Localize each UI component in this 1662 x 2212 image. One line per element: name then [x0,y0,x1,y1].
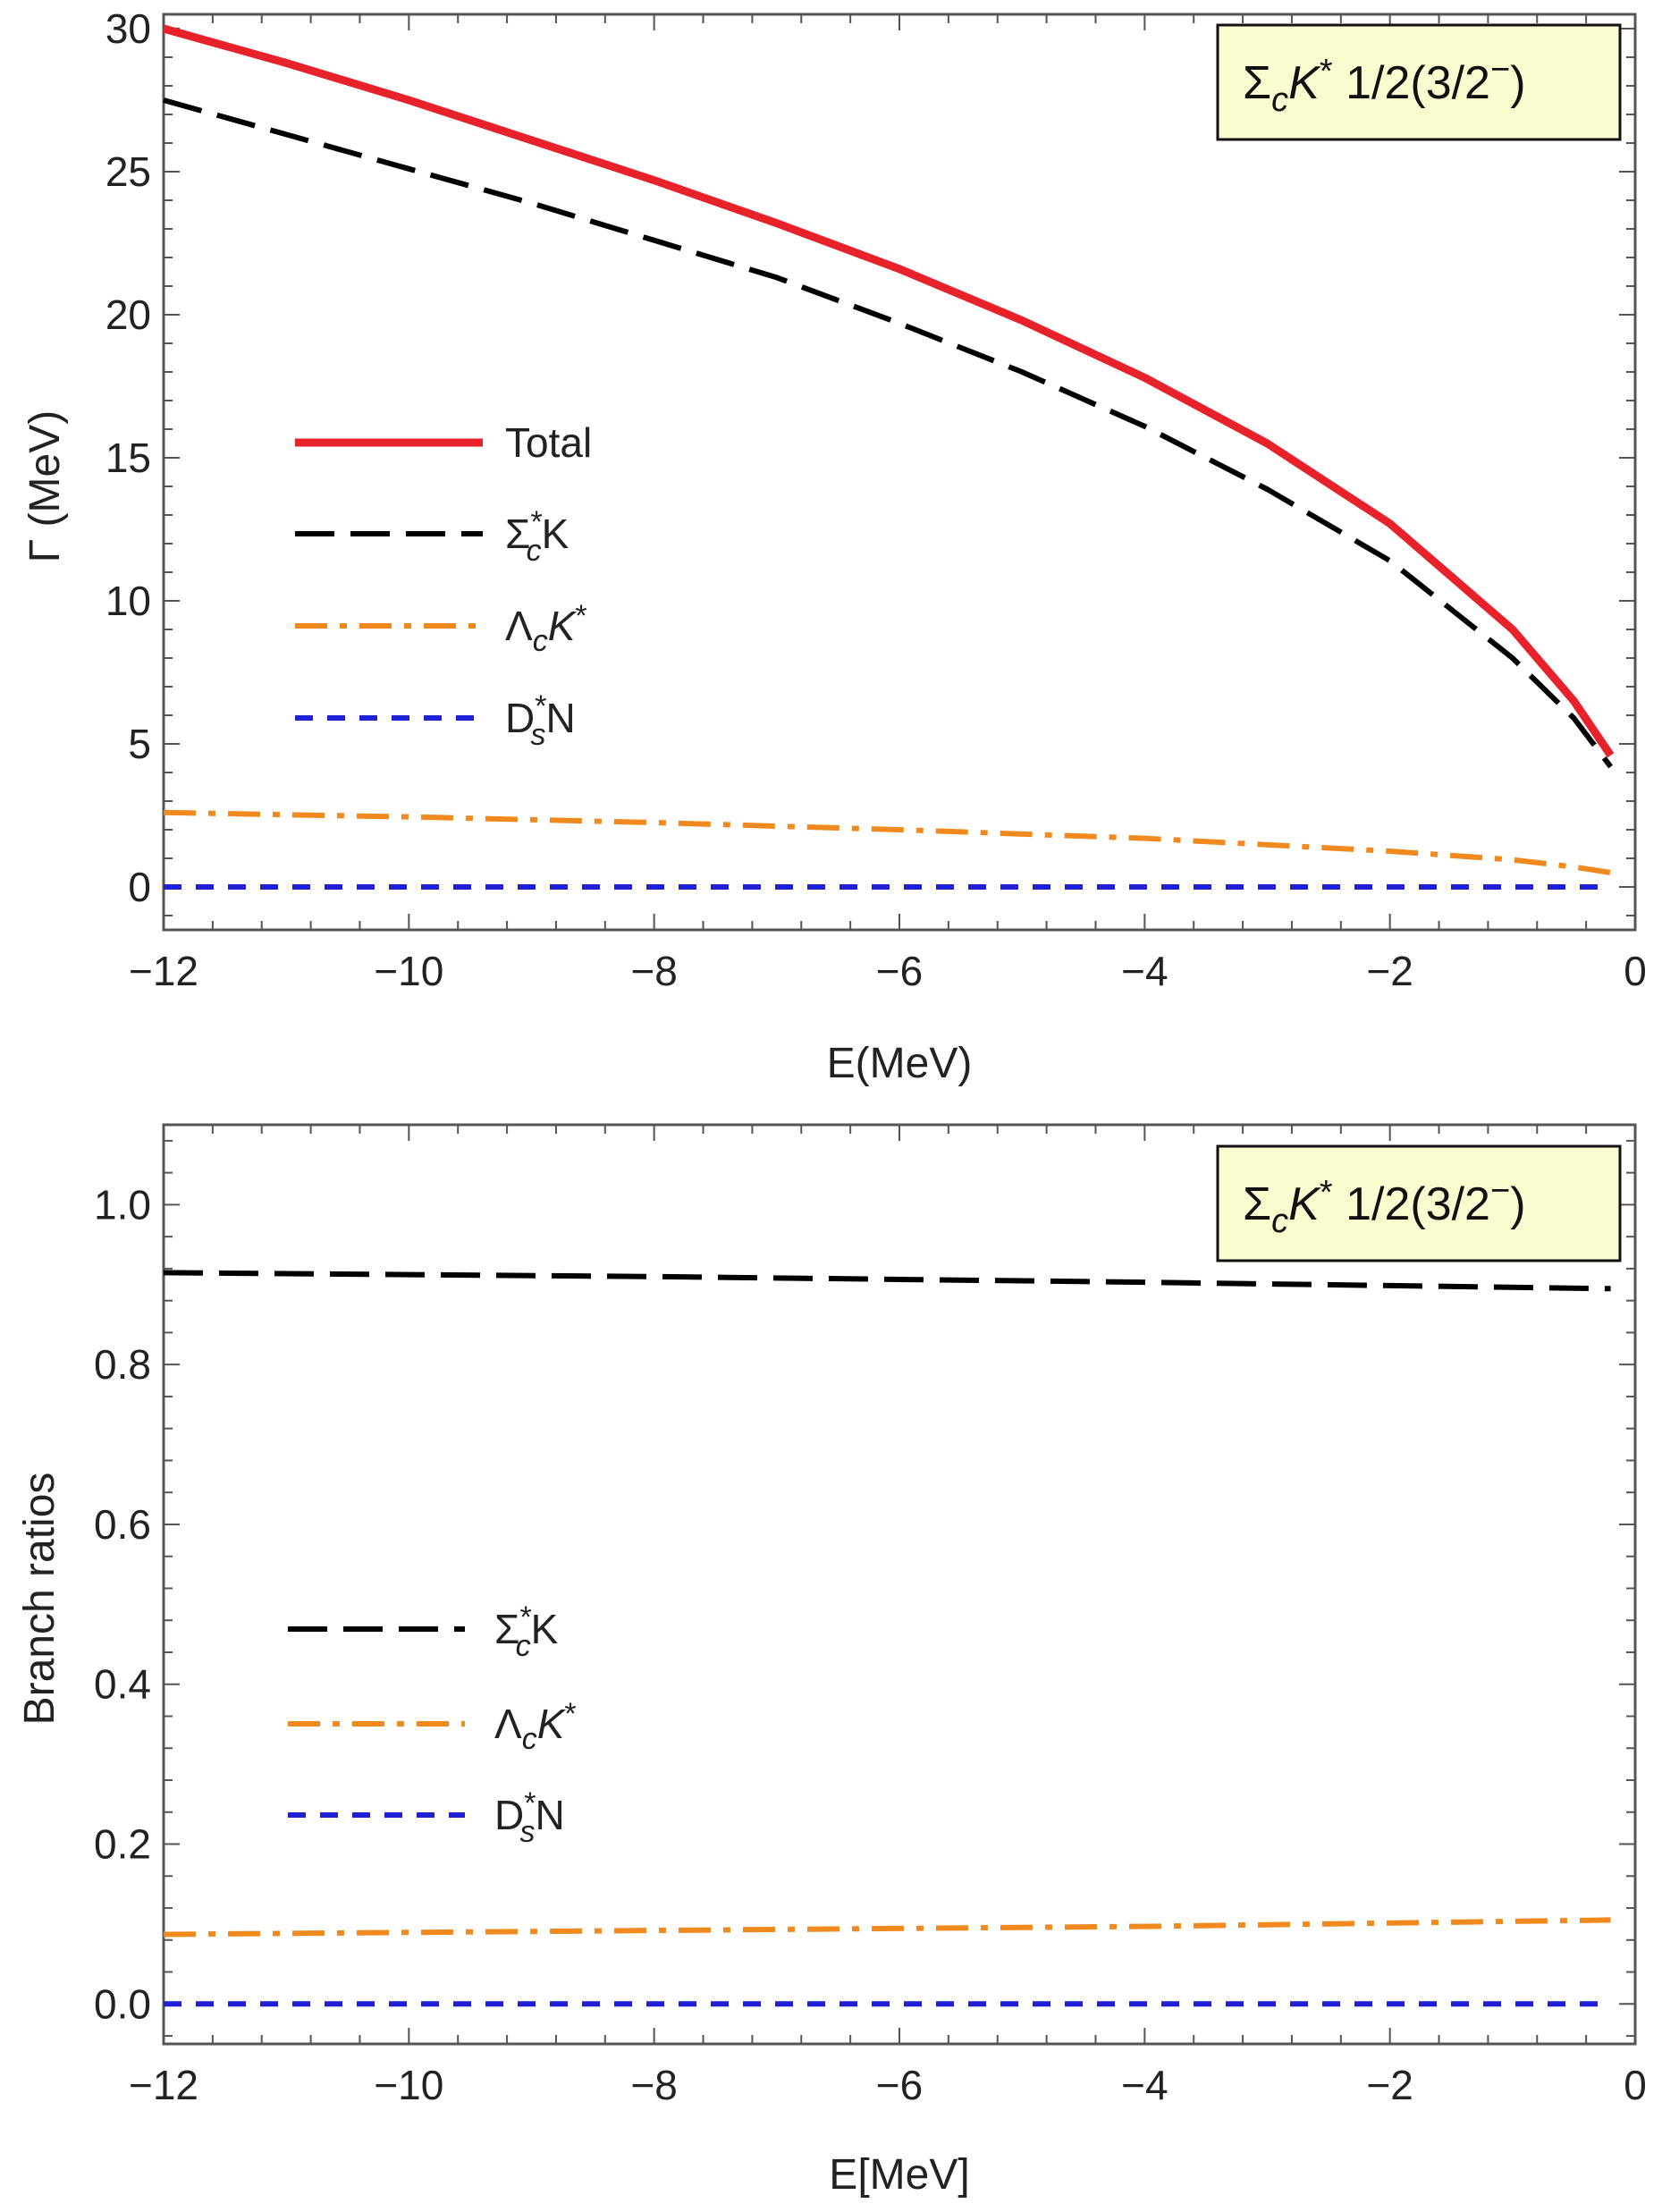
legend-label: Σ* cK [505,505,569,568]
y-axis-ticks: 0.0 0.2 0.4 0.6 0.8 1.0 [94,1139,1635,2038]
x-axis-title: E[MeV] [829,2151,969,2199]
x-tick-label: −8 [630,2062,677,2108]
plot-frame [162,1123,1637,2046]
x-axis-ticks: −12 −10 −8 −6 −4 −2 0 [129,14,1647,994]
state-label-box: ΣcK* 1/2(3/2−) [1216,23,1622,141]
y-tick-label: 1.0 [94,1181,151,1228]
x-tick-label: −10 [374,948,443,994]
state-label-text: ΣcK* 1/2(3/2−) [1243,1172,1526,1240]
x-tick-label: −12 [129,2062,198,2108]
legend-label: Σ* cK [494,1600,559,1663]
y-tick-label: 0.8 [94,1341,151,1388]
x-tick-label: −2 [1366,948,1413,994]
x-tick-label: 0 [1624,948,1647,994]
x-tick-label: −10 [374,2062,443,2108]
x-tick-label: −8 [630,948,677,994]
y-tick-label: 0.4 [94,1661,151,1708]
y-tick-label: 15 [105,435,151,481]
legend-label: ΛcK* [505,599,587,658]
x-tick-label: −12 [129,948,198,994]
legend-label: D* sN [494,1786,565,1849]
y-tick-label: 20 [105,291,151,338]
series-group [163,1270,1611,2007]
x-tick-label: −4 [1121,948,1168,994]
plot-frame [162,13,1637,932]
y-axis-title: Branch ratios [16,1473,63,1726]
state-label-box: ΣcK* 1/2(3/2−) [1216,1144,1622,1262]
y-tick-label: 0.2 [94,1821,151,1868]
y-axis-ticks: 0 5 10 15 20 25 30 [105,5,1635,916]
series-line-2 [163,809,1612,875]
y-tick-label: 5 [128,721,151,767]
branch-ratio-panel: 0.0 0.2 0.4 0.6 0.8 1.0 −12 −10 −8 −6 −4 −2 0 Σ* cK Λ… [16,1123,1647,2199]
y-tick-label: 10 [105,578,151,624]
series-line-1 [163,97,1613,769]
x-tick-label: 0 [1624,2062,1647,2108]
x-tick-label: −6 [876,948,923,994]
legend-label: Total [505,419,592,466]
gamma-panel: 0 5 10 15 20 25 30 −12 −10 −8 −6 −4 −2 0 Total Σ* cK Λc… [21,5,1647,1087]
x-tick-label: −2 [1366,2062,1413,2108]
legend-label: D* sN [505,689,576,752]
state-label-text: ΣcK* 1/2(3/2−) [1243,51,1526,119]
y-tick-label: 0.6 [94,1501,151,1548]
x-axis-title: E(MeV) [827,1040,973,1087]
legend-label: ΛcK* [494,1697,577,1756]
legend: Σ* cK ΛcK* D* sN [288,1600,577,1849]
y-tick-label: 0 [128,864,151,910]
legend: Total Σ* cK ΛcK* D* sN [295,419,592,752]
x-axis-ticks: −12 −10 −8 −6 −4 −2 0 [129,1125,1647,2108]
series-line-1 [163,1917,1611,1938]
x-tick-label: −4 [1121,2062,1168,2108]
x-tick-label: −6 [876,2062,923,2108]
state-label-background [1216,23,1622,141]
series-group [162,24,1615,890]
series-line-0 [163,1270,1611,1292]
y-tick-label: 0.0 [94,1980,151,2027]
y-tick-label: 30 [105,5,151,52]
series-line-0 [162,24,1615,758]
state-label-background [1216,1144,1622,1262]
y-axis-title: Γ (MeV) [21,410,69,562]
y-tick-label: 25 [105,148,151,195]
